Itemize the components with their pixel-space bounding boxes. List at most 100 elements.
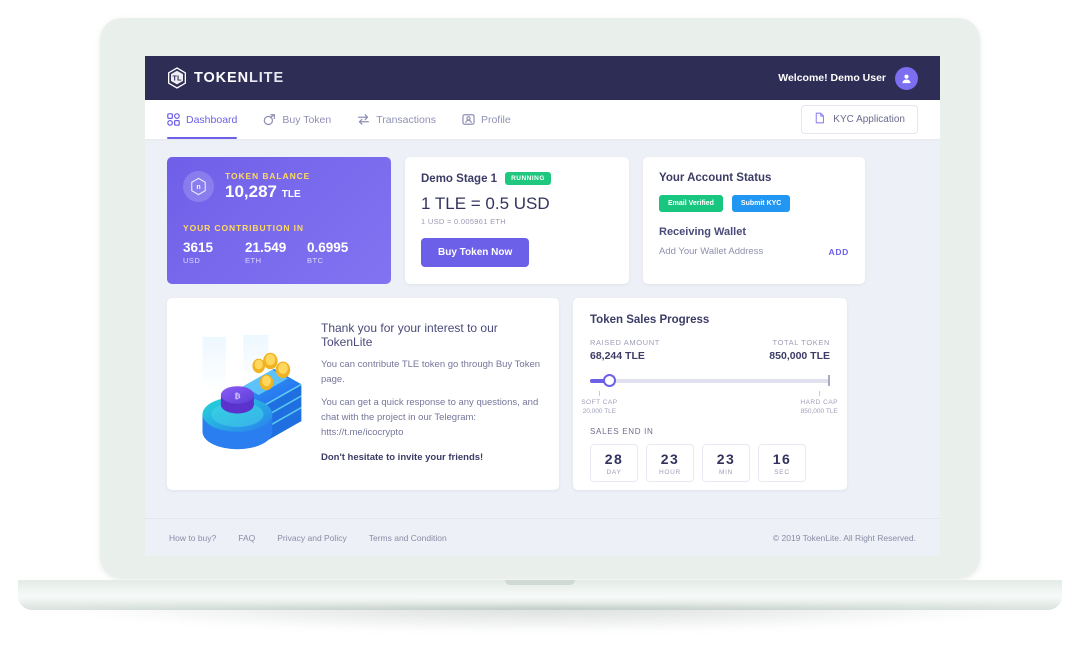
svg-text:₿: ₿ <box>234 391 240 400</box>
thank-you-card: ₿ <box>167 298 559 490</box>
nav-bar: Dashboard Buy Token <box>145 100 940 139</box>
laptop-shadow <box>60 606 1020 632</box>
cap-markers: SOFT CAP 20,000 TLE HARD CAP 850,000 TLE <box>581 391 838 417</box>
nav-item-profile[interactable]: Profile <box>462 100 511 139</box>
total-token-block: TOTAL TOKEN 850,000 TLE <box>769 338 830 362</box>
wallet-address-placeholder: Add Your Wallet Address <box>659 246 764 257</box>
grid-dashboard-icon <box>167 113 180 126</box>
svg-text:n: n <box>196 183 200 191</box>
progress-amounts: RAISED AMOUNT 68,244 TLE TOTAL TOKEN 850… <box>590 338 830 362</box>
hard-cap-marker-label: HARD CAP 850,000 TLE <box>800 391 838 415</box>
balance-label: TOKEN BALANCE <box>225 171 311 181</box>
user-welcome[interactable]: Welcome! Demo User <box>778 66 918 90</box>
raised-amount-block: RAISED AMOUNT 68,244 TLE <box>590 338 660 362</box>
thank-you-paragraph-1: You can contribute TLE token go through … <box>321 359 541 385</box>
balance-header: n TOKEN BALANCE 10,287 TLE <box>183 171 375 203</box>
token-sales-progress-card: Token Sales Progress RAISED AMOUNT 68,24… <box>573 298 847 490</box>
contribution-usd-value: 3615 <box>183 240 214 256</box>
footer-copyright: © 2019 TokenLite. All Right Reserved. <box>772 532 916 543</box>
welcome-label: Welcome! Demo User <box>778 72 886 84</box>
progress-title: Token Sales Progress <box>590 314 710 326</box>
kyc-application-button[interactable]: KYC Application <box>801 105 918 134</box>
sales-end-label: SALES END IN <box>590 427 654 436</box>
soft-cap-value: 20,000 TLE <box>582 408 617 415</box>
user-avatar-icon[interactable] <box>895 66 918 90</box>
kyc-application-label: KYC Application <box>833 114 905 125</box>
contribution-eth-currency: ETH <box>245 256 262 266</box>
countdown-hour: 23 HOUR <box>646 444 694 482</box>
token-rate: 1 TLE = 0.5 USD <box>421 194 550 213</box>
footer-link-privacy[interactable]: Privacy and Policy <box>277 532 347 543</box>
laptop-notch <box>505 580 575 585</box>
nav-item-profile-label: Profile <box>480 113 511 126</box>
slider-fill <box>590 379 610 383</box>
nav-item-transactions[interactable]: Transactions <box>357 100 436 139</box>
contribution-usd: 3615 USD <box>183 240 245 265</box>
app-logo[interactable]: TL TOKENLITE <box>167 67 284 89</box>
nav-item-dashboard[interactable]: Dashboard <box>167 100 238 139</box>
thank-you-paragraph-2: You can get a quick response to any ques… <box>321 397 539 438</box>
thank-you-title: Thank you for your interest to our Token… <box>321 321 498 349</box>
slider-knob[interactable] <box>603 374 617 387</box>
hard-cap-label: HARD CAP <box>800 399 838 406</box>
contribution-label: YOUR CONTRIBUTION IN <box>183 223 304 234</box>
document-kyc-icon <box>814 112 826 127</box>
contribution-eth-value: 21.549 <box>245 240 287 256</box>
status-badges: Email Verified Submit KYC <box>659 195 849 212</box>
countdown-day-label: DAY <box>606 468 622 476</box>
account-status-card: Your Account Status Email Verified Submi… <box>643 157 865 284</box>
nav-item-transactions-label: Transactions <box>376 113 436 126</box>
token-balance-card: n TOKEN BALANCE 10,287 TLE YOUR CONTRIBU… <box>167 157 391 284</box>
thank-you-closing: Don't hesitate to invite your friends! <box>321 451 484 463</box>
hard-cap-tick <box>818 391 820 396</box>
balance-amount: 10,287 TLE <box>225 182 301 201</box>
raised-amount-label: RAISED AMOUNT <box>590 338 660 347</box>
coin-buy-icon <box>263 113 276 126</box>
contribution-btc-currency: BTC <box>307 256 324 266</box>
countdown-min-label: MIN <box>718 468 733 476</box>
footer-link-terms[interactable]: Terms and Condition <box>368 532 447 543</box>
contribution-btc: 0.6995 BTC <box>307 240 369 265</box>
app-header: TL TOKENLITE Welcome! Demo User <box>145 56 940 100</box>
wallet-add-button[interactable]: ADD <box>828 246 849 257</box>
nav-items: Dashboard Buy Token <box>167 100 511 139</box>
svg-text:TL: TL <box>172 74 182 83</box>
buy-token-now-button[interactable]: Buy Token Now <box>421 238 530 267</box>
wallet-row: Add Your Wallet Address ADD <box>659 246 849 257</box>
main-content: n TOKEN BALANCE 10,287 TLE YOUR CONTRIBU… <box>145 139 940 490</box>
contribution-row: 3615 USD 21.549 ETH 0.6995 BTC <box>183 240 375 265</box>
countdown-day-value: 28 <box>604 450 624 467</box>
raised-amount-value: 68,244 TLE <box>590 350 645 362</box>
total-token-label: TOTAL TOKEN <box>772 338 830 347</box>
countdown-timer: 28 DAY 23 HOUR 23 MIN 16 SEC <box>590 444 830 482</box>
email-verified-badge[interactable]: Email Verified <box>659 195 723 212</box>
contribution-usd-currency: USD <box>183 256 201 266</box>
footer-link-faq[interactable]: FAQ <box>238 532 256 543</box>
bottom-card-row: ₿ <box>167 298 918 490</box>
contribution-eth: 21.549 ETH <box>245 240 307 265</box>
laptop-base <box>18 580 1062 610</box>
footer-links: How to buy? FAQ Privacy and Policy Terms… <box>169 533 447 543</box>
nav-item-buy-token[interactable]: Buy Token <box>263 100 331 139</box>
token-rate-sub: 1 USD = 0.005961 ETH <box>421 217 507 226</box>
countdown-hour-value: 23 <box>660 450 680 467</box>
nav-item-dashboard-label: Dashboard <box>186 113 238 126</box>
status-badge: RUNNING <box>505 172 551 185</box>
countdown-hour-label: HOUR <box>659 468 681 476</box>
submit-kyc-badge[interactable]: Submit KYC <box>731 195 791 212</box>
stage-header: Demo Stage 1 RUNNING <box>421 172 613 185</box>
countdown-sec-value: 16 <box>772 450 792 467</box>
thank-you-body: Thank you for your interest to our Token… <box>321 316 541 472</box>
hard-cap-marker <box>828 375 830 386</box>
contribution-btc-value: 0.6995 <box>307 240 349 256</box>
app-screen: TL TOKENLITE Welcome! Demo User <box>145 56 940 556</box>
top-card-row: n TOKEN BALANCE 10,287 TLE YOUR CONTRIBU… <box>167 157 918 284</box>
footer-link-how-to-buy[interactable]: How to buy? <box>169 532 217 543</box>
slider-track <box>590 379 830 383</box>
total-token-value: 850,000 TLE <box>769 350 830 362</box>
progress-slider[interactable] <box>590 373 830 389</box>
soft-cap-label: SOFT CAP <box>581 399 618 406</box>
countdown-sec-label: SEC <box>774 468 790 476</box>
logo-text: TOKENLITE <box>194 70 285 86</box>
countdown-min: 23 MIN <box>702 444 750 482</box>
